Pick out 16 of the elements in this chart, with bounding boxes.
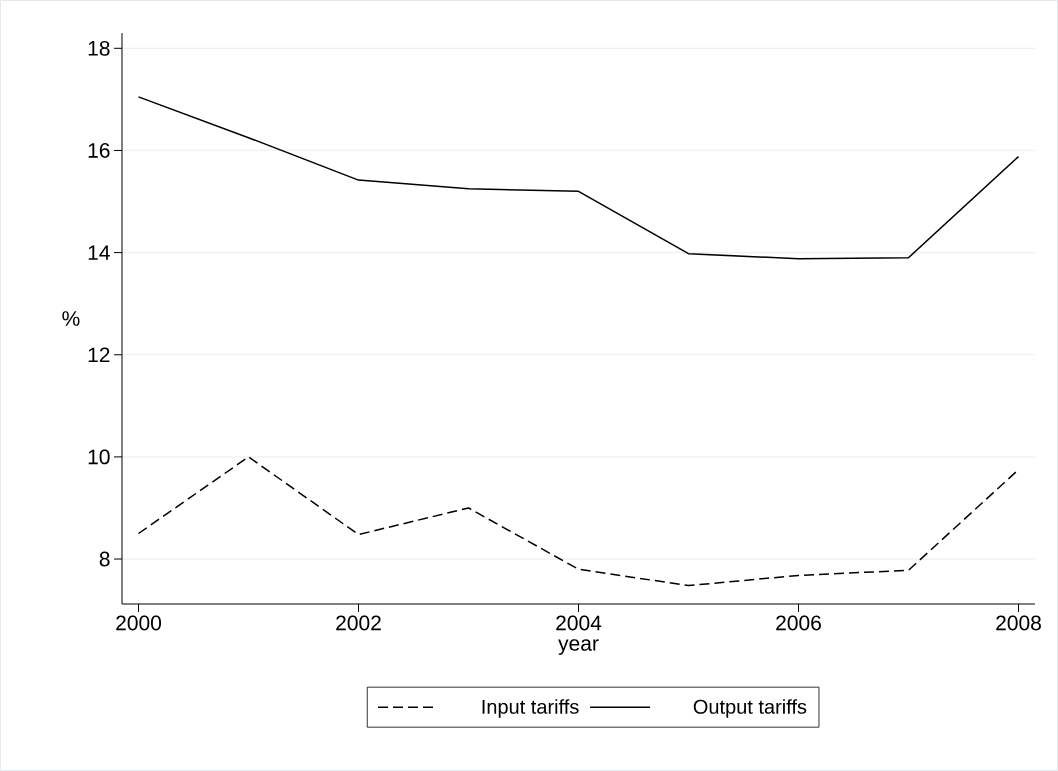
x-tick-label: 2004 (556, 615, 602, 631)
x-tick-label: 2002 (336, 615, 381, 631)
y-tick-label: 10 (88, 449, 110, 465)
line-series (137, 96, 1020, 260)
y-axis-title: % (62, 311, 80, 326)
y-tick-label: 18 (88, 40, 110, 56)
legend-label: Output tariffs (693, 699, 807, 718)
y-tick-label: 12 (88, 347, 110, 363)
y-tick-label: 16 (88, 143, 110, 158)
y-tick-label: 8 (99, 551, 110, 567)
x-axis-title: year (558, 639, 599, 655)
legend-label: Input tariffs (482, 699, 579, 718)
x-tick-label: 2008 (996, 615, 1041, 631)
y-tick-label: 14 (88, 245, 110, 260)
x-tick-label: 2006 (776, 615, 821, 631)
x-tick-label: 2000 (116, 615, 162, 631)
